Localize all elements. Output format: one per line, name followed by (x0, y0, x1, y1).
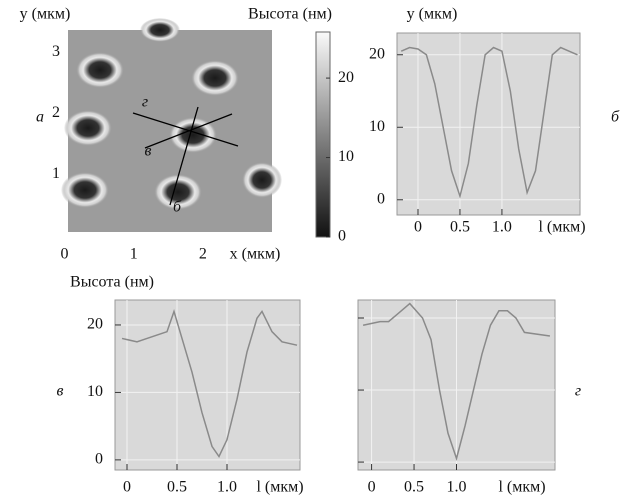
plot-area (396, 32, 581, 216)
panel-label: б (611, 109, 620, 126)
x-tick-label: 0 (61, 246, 69, 263)
panel-label: г (575, 383, 581, 400)
profile-line (400, 46, 578, 199)
colorbar-tick-label: 20 (338, 69, 354, 86)
profile-line (362, 302, 551, 462)
colorbar-tick-label: 0 (338, 228, 346, 245)
x-tick-label: 0.5 (450, 219, 470, 236)
panel-label: а (36, 109, 44, 126)
plot-area (114, 299, 301, 471)
y-tick-label: 0 (377, 190, 385, 207)
colorbar (315, 31, 331, 238)
x-tick-label: 0 (414, 219, 422, 236)
y-tick-label: 1 (52, 165, 60, 182)
y-axis-label: y (мкм) (407, 6, 458, 23)
colorbar-label: Высота (нм) (248, 6, 332, 23)
x-axis-label: l (мкм) (256, 479, 303, 496)
x-tick-label: 2 (199, 246, 207, 263)
profile-line (121, 309, 298, 459)
y-tick-label: 10 (87, 383, 103, 400)
x-tick-label: 0.5 (167, 479, 187, 496)
x-tick-label: 1.0 (447, 479, 467, 496)
x-axis-label: x (мкм) (230, 246, 281, 263)
x-tick-label: 1.0 (492, 219, 512, 236)
y-tick-label: 10 (369, 118, 385, 135)
x-tick-label: 0 (123, 479, 131, 496)
x-axis-label: l (мкм) (538, 219, 585, 236)
y-tick-label: 20 (87, 316, 103, 333)
colorbar-tick-label: 10 (338, 148, 354, 165)
line-label: г (142, 94, 148, 111)
x-tick-label: 0.5 (404, 479, 424, 496)
afm-image (61, 18, 282, 232)
x-tick-label: 1 (130, 246, 138, 263)
x-axis-label: l (мкм) (498, 479, 545, 496)
y-tick-label: 0 (95, 451, 103, 468)
x-tick-label: 0 (368, 479, 376, 496)
y-axis-label: Высота (нм) (70, 274, 154, 291)
line-label: б (173, 199, 182, 216)
y-axis-label: y (мкм) (20, 6, 71, 23)
line-label: в (145, 143, 152, 160)
y-tick-label: 20 (369, 45, 385, 62)
panel-label: в (57, 383, 64, 400)
y-tick-label: 2 (52, 104, 60, 121)
x-tick-label: 1.0 (217, 479, 237, 496)
y-tick-label: 3 (52, 43, 60, 60)
